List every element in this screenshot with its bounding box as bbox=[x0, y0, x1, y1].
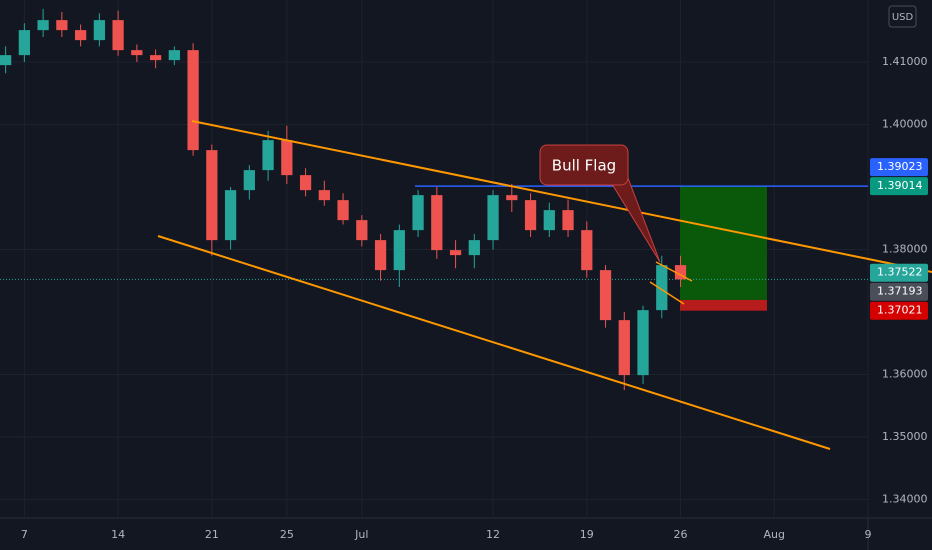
x-tick-label: 7 bbox=[21, 528, 28, 541]
flag-bottom bbox=[649, 281, 685, 305]
x-tick-label: Jul bbox=[354, 528, 368, 541]
y-tick-label: 1.35000 bbox=[882, 430, 928, 443]
y-tick-label: 1.34000 bbox=[882, 493, 928, 506]
candle-body bbox=[674, 265, 687, 280]
candle-body bbox=[206, 150, 218, 241]
candle-body bbox=[243, 170, 255, 191]
candle-body bbox=[93, 20, 105, 41]
candle-body bbox=[168, 50, 180, 61]
candle-body bbox=[562, 210, 574, 231]
candle-body bbox=[112, 20, 124, 51]
y-tick-label: 1.38000 bbox=[882, 243, 928, 256]
price-label: 1.39023 bbox=[877, 160, 923, 173]
candle-body bbox=[524, 200, 537, 231]
loss-zone bbox=[680, 299, 767, 311]
candle-body bbox=[337, 200, 349, 221]
callout-box bbox=[539, 144, 629, 186]
x-tick-label: 25 bbox=[280, 528, 294, 541]
candle-body bbox=[468, 240, 480, 256]
x-tick-label: 14 bbox=[111, 528, 125, 541]
axes: 1.41000 1.40000 1.38000 1.36000 1.35000 1.340… bbox=[21, 55, 928, 541]
trend-lines bbox=[157, 120, 932, 450]
channel-top bbox=[191, 120, 932, 273]
candle-body bbox=[131, 50, 143, 56]
candle-body bbox=[599, 270, 612, 321]
price-label-bg bbox=[870, 158, 928, 177]
candle-body bbox=[412, 195, 424, 231]
price-label-bg bbox=[870, 301, 928, 320]
candle-body bbox=[393, 230, 405, 271]
candle-body bbox=[187, 50, 199, 151]
candle-body bbox=[581, 230, 593, 271]
candle-body bbox=[74, 30, 87, 41]
candle-body bbox=[356, 220, 368, 241]
price-label: 1.37021 bbox=[877, 304, 923, 317]
candle-body bbox=[656, 265, 668, 311]
candle-body bbox=[506, 195, 518, 201]
price-label-bg bbox=[870, 177, 928, 196]
candle-body bbox=[637, 310, 649, 376]
y-tick-label: 1.40000 bbox=[882, 118, 928, 131]
candle-body bbox=[18, 30, 30, 56]
candle-body bbox=[543, 210, 555, 231]
candle-body bbox=[37, 20, 49, 31]
candle-body bbox=[56, 20, 68, 31]
x-tick-label: 26 bbox=[674, 528, 688, 541]
candle-body bbox=[262, 140, 274, 171]
candle-body bbox=[318, 190, 330, 201]
price-label-bg bbox=[870, 263, 928, 282]
currency: USD bbox=[892, 12, 914, 23]
candles bbox=[0, 8, 687, 391]
price-label: 1.37522 bbox=[877, 266, 923, 279]
candle-body bbox=[149, 55, 162, 61]
callout-text: Bull Flag bbox=[552, 157, 616, 175]
price-label: 1.39014 bbox=[877, 179, 923, 192]
profit-zone bbox=[680, 186, 767, 300]
candle-body bbox=[281, 140, 293, 176]
callout: Bull Flag bbox=[539, 144, 661, 263]
x-tick-label: 19 bbox=[580, 528, 594, 541]
x-tick-label: 21 bbox=[205, 528, 219, 541]
candle-body bbox=[618, 320, 630, 376]
y-tick-label: 1.41000 bbox=[882, 55, 928, 68]
x-tick-label: 12 bbox=[486, 528, 500, 541]
candle-body bbox=[299, 175, 312, 191]
channel-bottom bbox=[157, 235, 831, 450]
candle-body bbox=[374, 240, 387, 271]
y-tick-label: 1.36000 bbox=[882, 368, 928, 381]
candle-body bbox=[449, 250, 462, 256]
flag-top bbox=[655, 261, 693, 282]
candle-body bbox=[431, 195, 443, 251]
candle-body bbox=[0, 55, 12, 66]
candle-body bbox=[224, 190, 237, 241]
x-tick-label: 9 bbox=[865, 528, 872, 541]
price-label-bg bbox=[870, 282, 928, 301]
currency-box bbox=[888, 5, 917, 28]
candle-body bbox=[487, 195, 499, 241]
price-label: 1.37193 bbox=[877, 285, 923, 298]
x-tick-label: Aug bbox=[764, 528, 785, 541]
